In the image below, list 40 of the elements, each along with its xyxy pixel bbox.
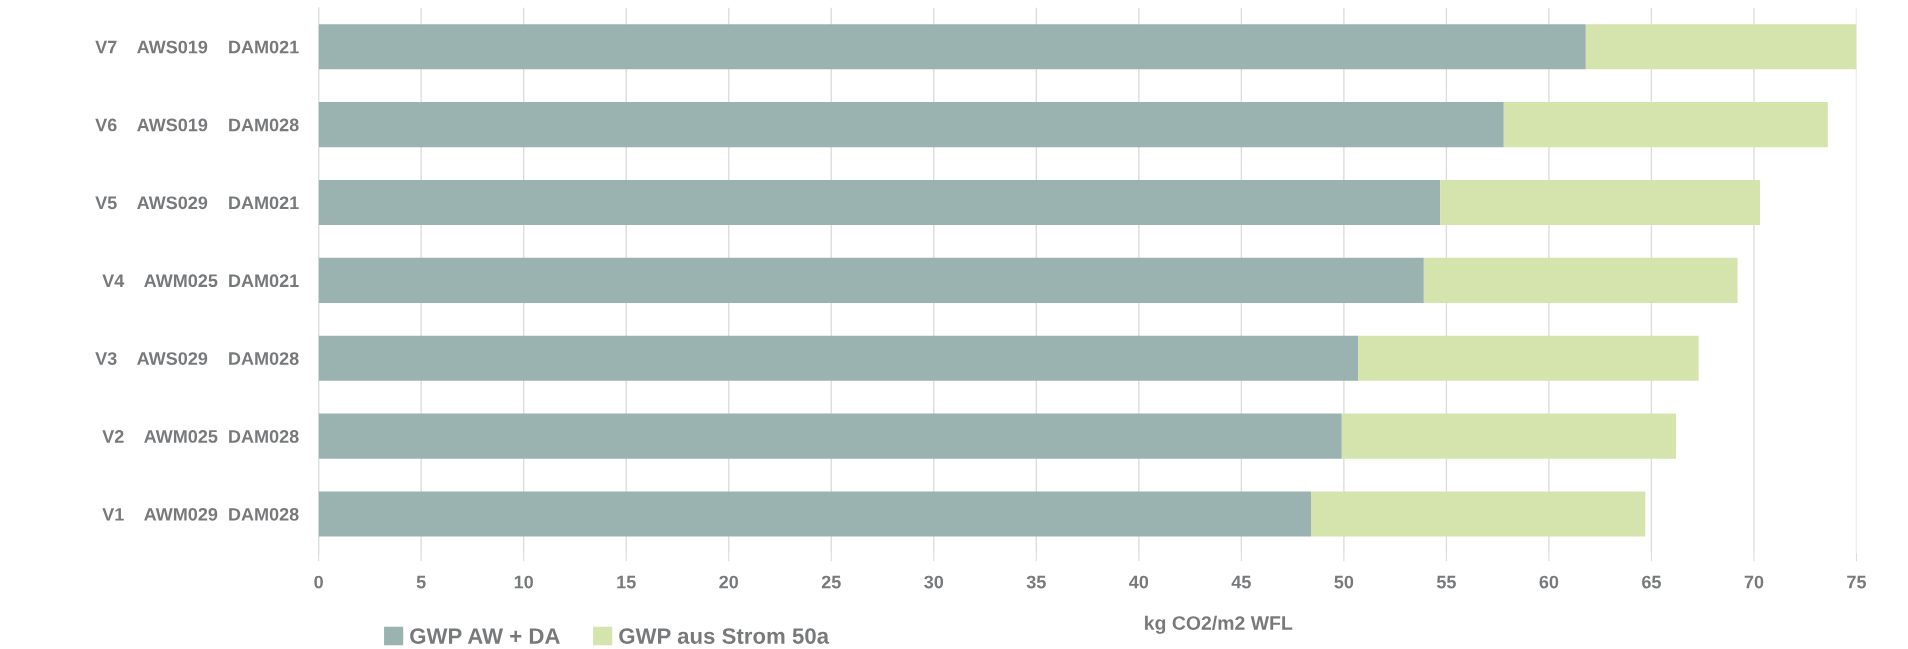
x-tick-label: 5 [416,575,426,589]
bar [1311,491,1646,537]
x-tick-label: 55 [1436,575,1456,589]
bar [1503,102,1828,148]
bar [318,413,1342,459]
x-tick-label: 60 [1539,575,1559,589]
bar [1341,413,1677,459]
x-tick-label: 75 [1847,575,1867,589]
x-axis-title: kg CO2/m2 WFL [1145,615,1293,634]
bar [318,179,1441,226]
y-tick-label: V6 AWS019 DAM028 [95,118,299,132]
bar [318,335,1359,381]
x-tick-label: 20 [719,575,739,589]
legend-label: GWP AW + DA [410,628,560,644]
y-tick-label: V5 AWS029 DAM021 [95,196,299,210]
bar [318,257,1424,303]
x-tick-label: 10 [514,575,533,589]
bar [1585,24,1857,70]
bar [1358,335,1699,381]
bar [1440,179,1761,226]
x-tick-label: 65 [1642,575,1661,589]
bar [318,491,1312,537]
y-tick-label: V7 AWS019 DAM021 [95,40,299,54]
y-tick-label: V2 AWM025 DAM028 [102,430,299,443]
x-tick-label: 15 [617,575,636,589]
x-tick-label: 35 [1026,575,1046,589]
legend-label: GWP aus Strom 50a [619,628,830,644]
x-tick-label: 30 [924,575,944,589]
y-tick-label: V1 AWM029 DAM028 [102,507,299,521]
y-tick-label: V4 AWM025 DAM021 [102,274,299,288]
y-tick-label: V3 AWS029 DAM028 [95,352,299,365]
x-tick-label: 50 [1334,575,1354,589]
bar [318,24,1586,70]
x-tick-label: 25 [821,575,841,589]
x-tick-label: 70 [1744,575,1764,589]
x-tick-label: 40 [1129,575,1149,589]
x-tick-label: 0 [314,575,323,589]
x-tick-label: 45 [1231,575,1251,589]
bar [1423,257,1738,303]
bar [318,102,1504,148]
